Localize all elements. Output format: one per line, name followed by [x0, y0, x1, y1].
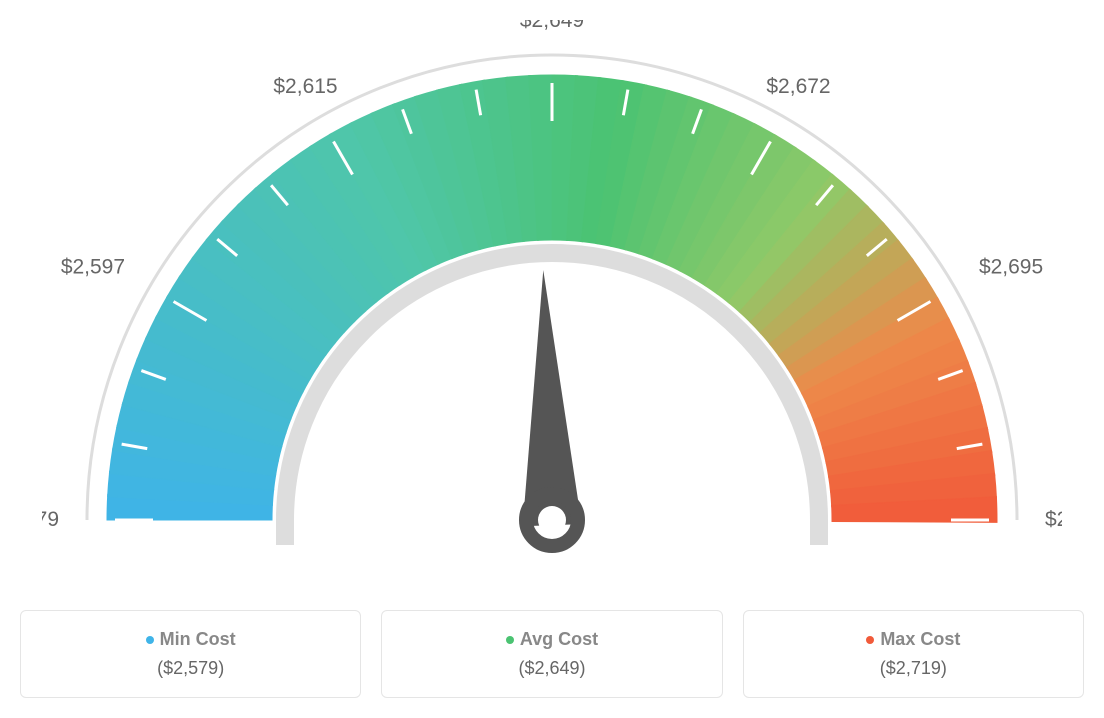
svg-text:$2,719: $2,719: [1045, 508, 1062, 531]
legend-card-min: Min Cost ($2,579): [20, 610, 361, 698]
legend-row: Min Cost ($2,579) Avg Cost ($2,649) Max …: [20, 610, 1084, 698]
legend-title-avg: Avg Cost: [402, 629, 701, 650]
dot-icon: [866, 636, 874, 644]
legend-card-max: Max Cost ($2,719): [743, 610, 1084, 698]
legend-label-max: Max Cost: [880, 629, 960, 649]
dot-icon: [506, 636, 514, 644]
legend-value-max: ($2,719): [764, 658, 1063, 679]
gauge-area: $2,579 $2,597 $2,615 $2,649 $2,672 $2,695 $2,7…: [20, 20, 1084, 580]
legend-title-min: Min Cost: [41, 629, 340, 650]
svg-text:$2,579: $2,579: [42, 508, 59, 531]
legend-value-min: ($2,579): [41, 658, 340, 679]
gauge-svg: $2,579 $2,597 $2,615 $2,649 $2,672 $2,695 $2,7…: [42, 20, 1062, 580]
svg-text:$2,597: $2,597: [61, 256, 125, 279]
legend-value-avg: ($2,649): [402, 658, 701, 679]
legend-label-min: Min Cost: [160, 629, 236, 649]
dot-icon: [146, 636, 154, 644]
legend-title-max: Max Cost: [764, 629, 1063, 650]
svg-text:$2,695: $2,695: [979, 256, 1043, 279]
gauge-chart-container: $2,579 $2,597 $2,615 $2,649 $2,672 $2,695 $2,7…: [20, 20, 1084, 698]
svg-text:$2,615: $2,615: [273, 75, 337, 98]
legend-label-avg: Avg Cost: [520, 629, 598, 649]
legend-card-avg: Avg Cost ($2,649): [381, 610, 722, 698]
svg-text:$2,672: $2,672: [766, 75, 830, 98]
svg-text:$2,649: $2,649: [520, 20, 584, 32]
